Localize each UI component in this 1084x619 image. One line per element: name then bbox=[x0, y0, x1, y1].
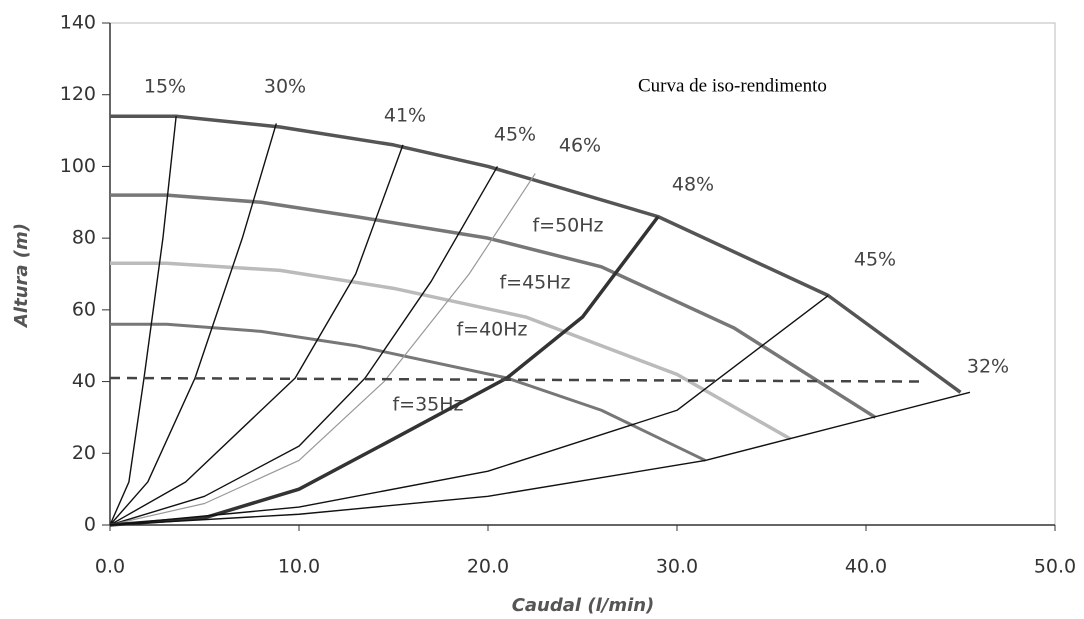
curve bbox=[109, 116, 177, 526]
plot-frame bbox=[109, 22, 1056, 526]
curve bbox=[109, 166, 499, 526]
x-tick-label: 0.0 bbox=[95, 556, 125, 578]
annotation: Curva de iso-rendimento bbox=[638, 75, 827, 96]
x-tick-label: 50.0 bbox=[1034, 556, 1076, 578]
y-tick-label: 100 bbox=[60, 155, 96, 177]
y-tick-label: 140 bbox=[60, 12, 96, 34]
curve bbox=[110, 261, 792, 441]
curve-label: 32% bbox=[967, 356, 1009, 378]
curve-label: 45% bbox=[494, 124, 536, 146]
curve-label: 30% bbox=[264, 76, 306, 98]
curve-label: 46% bbox=[559, 135, 601, 157]
y-tick-label: 60 bbox=[72, 298, 96, 320]
curve bbox=[110, 193, 877, 419]
curve bbox=[110, 322, 707, 462]
y-tick-label: 20 bbox=[72, 442, 96, 464]
curve bbox=[109, 391, 971, 526]
curve-label: 15% bbox=[144, 76, 186, 98]
curve-label: 45% bbox=[854, 249, 896, 271]
curve bbox=[109, 173, 536, 526]
y-tick-label: 40 bbox=[72, 370, 96, 392]
x-tick-label: 40.0 bbox=[845, 556, 887, 578]
y-tick-label: 120 bbox=[60, 83, 96, 105]
y-axis-label: Altura (m) bbox=[11, 223, 32, 329]
curve bbox=[109, 144, 404, 526]
x-tick-label: 20.0 bbox=[467, 556, 509, 578]
curve-label: f=45Hz bbox=[499, 272, 570, 294]
curve-label: f=50Hz bbox=[532, 215, 603, 237]
curve-label: 41% bbox=[384, 105, 426, 127]
curve bbox=[109, 294, 829, 526]
y-tick-label: 0 bbox=[84, 514, 96, 536]
curve-label: f=35Hz bbox=[392, 394, 463, 416]
curve-label: f=40Hz bbox=[456, 319, 527, 341]
curve bbox=[109, 215, 660, 527]
x-tick-label: 30.0 bbox=[656, 556, 698, 578]
x-axis-label: Caudal (l/min) bbox=[512, 595, 655, 616]
x-tick-label: 10.0 bbox=[278, 556, 320, 578]
curve bbox=[110, 114, 962, 394]
curve-label: 48% bbox=[672, 174, 714, 196]
y-tick-label: 80 bbox=[72, 227, 96, 249]
